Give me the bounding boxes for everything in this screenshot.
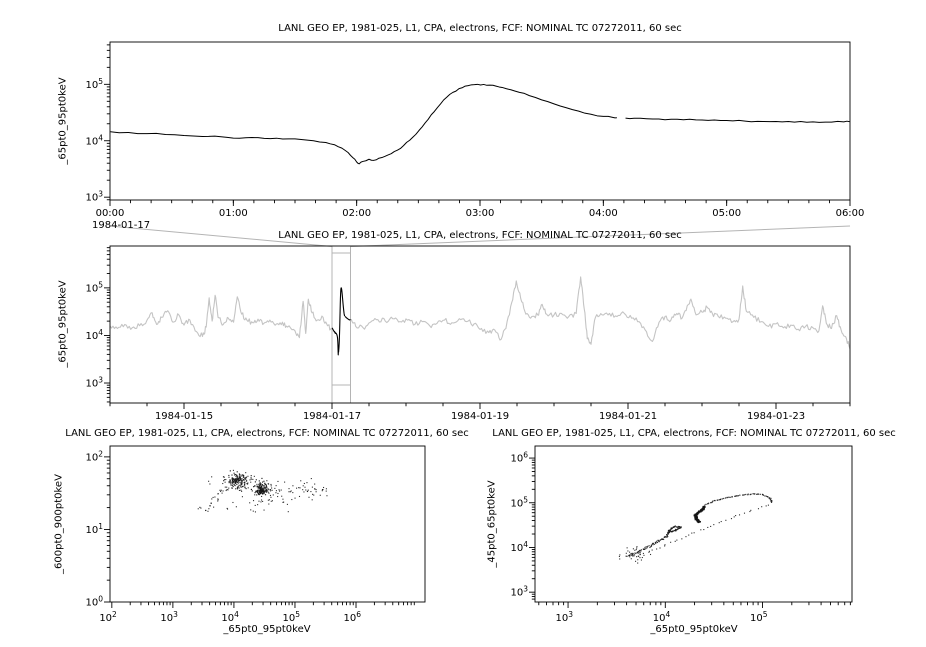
svg-text:104: 104 <box>85 133 103 147</box>
svg-text:103: 103 <box>510 585 528 599</box>
svg-text:1984-01-23: 1984-01-23 <box>747 411 805 422</box>
svg-text:1984-01-17: 1984-01-17 <box>303 411 361 422</box>
svg-text:06:00: 06:00 <box>836 208 865 219</box>
top-chart-start-date-label: 1984-01-17 <box>92 220 151 231</box>
svg-text:01:00: 01:00 <box>219 208 248 219</box>
scatter-right-title: LANL GEO EP, 1981-025, L1, CPA, electron… <box>492 428 896 439</box>
top-chart-ylabel: _65pt0_95pt0keV <box>57 77 69 165</box>
scatter-left-title: LANL GEO EP, 1981-025, L1, CPA, electron… <box>65 428 469 439</box>
svg-text:1984-01-19: 1984-01-19 <box>451 411 509 422</box>
svg-text:105: 105 <box>510 495 528 509</box>
scatter-right-xlabel: _65pt0_95pt0keV <box>650 624 738 635</box>
svg-text:104: 104 <box>653 610 671 624</box>
zoom-region-connectors <box>109 225 851 403</box>
svg-text:00:00: 00:00 <box>96 208 125 219</box>
svg-text:103: 103 <box>160 610 178 624</box>
svg-text:105: 105 <box>750 610 768 624</box>
svg-text:106: 106 <box>344 610 362 624</box>
top-chart-title: LANL GEO EP, 1981-025, L1, CPA, electron… <box>278 23 682 34</box>
svg-text:104: 104 <box>510 540 528 554</box>
scatter-600-900-plot: 100 101 102 102 103 104 105 106 <box>85 445 426 624</box>
svg-text:03:00: 03:00 <box>466 208 495 219</box>
svg-text:103: 103 <box>85 190 103 204</box>
svg-text:102: 102 <box>85 449 103 463</box>
context-timeseries-plot: 103 104 105 1984-01-15 1984-01-17 1984-01-19 1… <box>85 245 851 422</box>
svg-text:100: 100 <box>85 595 103 609</box>
scatter-left-ylabel: _600pt0_900pt0keV <box>53 474 65 574</box>
svg-text:103: 103 <box>85 376 103 390</box>
svg-text:04:00: 04:00 <box>589 208 618 219</box>
svg-text:101: 101 <box>85 522 103 536</box>
svg-text:105: 105 <box>85 77 103 91</box>
svg-text:02:00: 02:00 <box>342 208 371 219</box>
scatter-left-xlabel: _65pt0_95pt0keV <box>223 624 311 635</box>
svg-text:102: 102 <box>99 610 117 624</box>
svg-text:105: 105 <box>85 280 103 294</box>
svg-text:106: 106 <box>510 451 528 465</box>
scatter-right-ylabel: _45pt0_65pt0keV <box>486 480 498 568</box>
top-timeseries-plot: 103 104 105 00:00 01:00 02:00 03:00 04:00 05:00 0… <box>85 41 865 219</box>
svg-text:104: 104 <box>85 328 103 342</box>
scatter-45-65-plot: 103 104 105 106 103 104 105 <box>510 445 853 624</box>
svg-text:104: 104 <box>221 610 239 624</box>
svg-text:103: 103 <box>556 610 574 624</box>
svg-text:05:00: 05:00 <box>712 208 741 219</box>
svg-text:1984-01-21: 1984-01-21 <box>599 411 657 422</box>
context-chart-ylabel: _65pt0_95pt0keV <box>57 280 69 368</box>
context-chart-title: LANL GEO EP, 1981-025, L1, CPA, electron… <box>278 230 682 241</box>
svg-text:1984-01-15: 1984-01-15 <box>155 411 213 422</box>
svg-text:105: 105 <box>282 610 300 624</box>
